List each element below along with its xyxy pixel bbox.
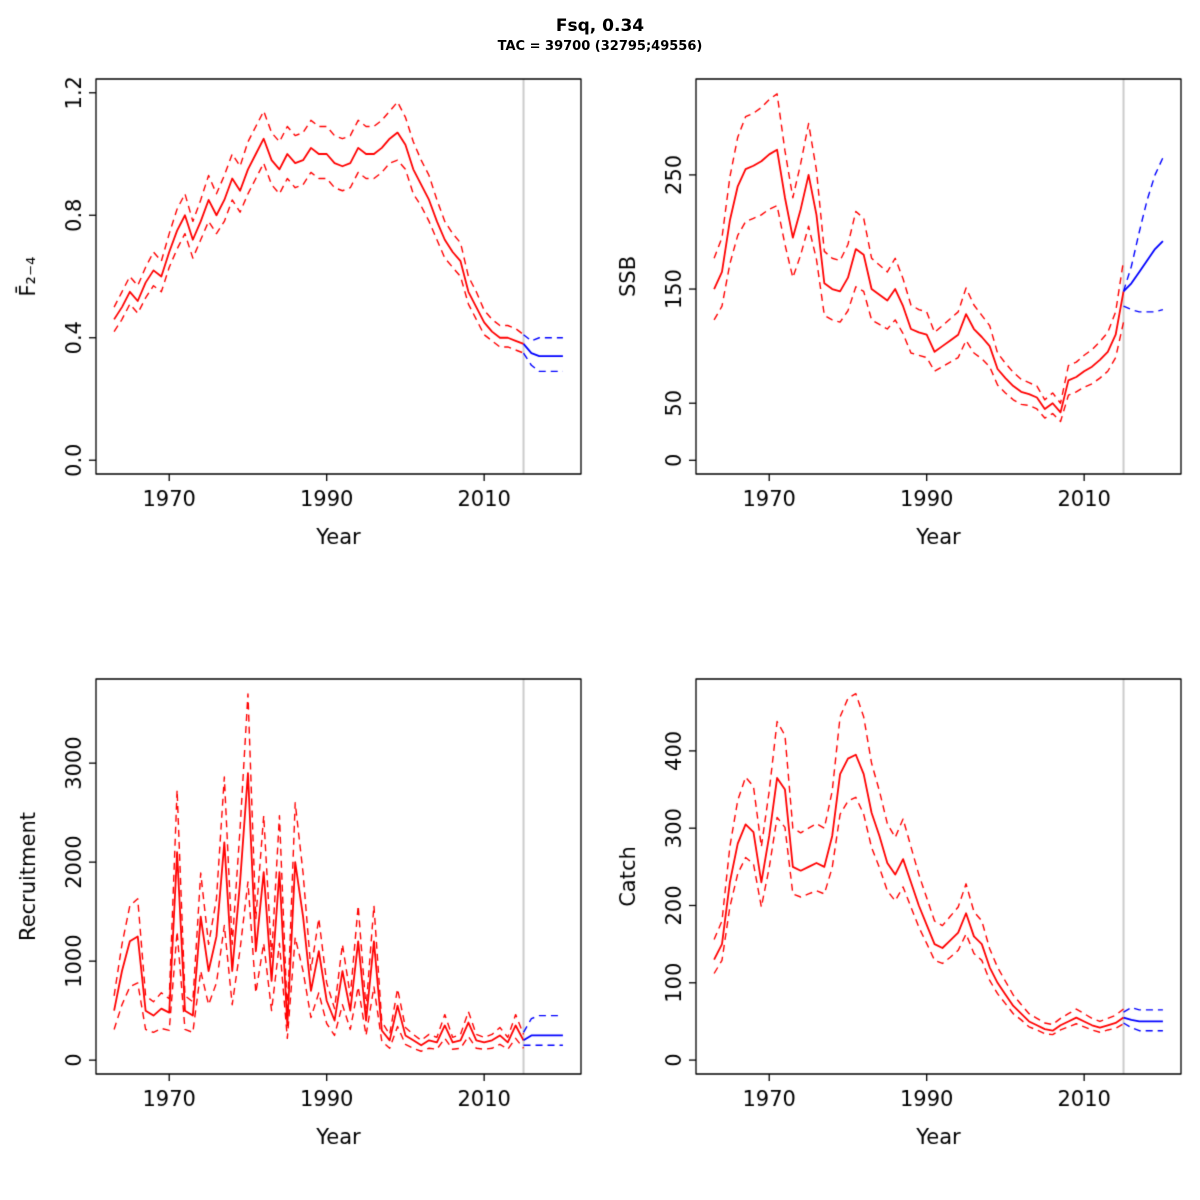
- chart-grid: [0, 62, 1200, 1167]
- fbar-chart: [10, 62, 590, 567]
- chart-title: Fsq, 0.34: [555, 16, 645, 36]
- recruitment-chart: [10, 662, 590, 1167]
- chart-header: Fsq, 0.34 TAC = 39700 (32795;49556): [0, 0, 1200, 62]
- ssb-chart: [610, 62, 1190, 567]
- chart-subtitle: TAC = 39700 (32795;49556): [497, 39, 703, 55]
- catch-chart: [610, 662, 1190, 1167]
